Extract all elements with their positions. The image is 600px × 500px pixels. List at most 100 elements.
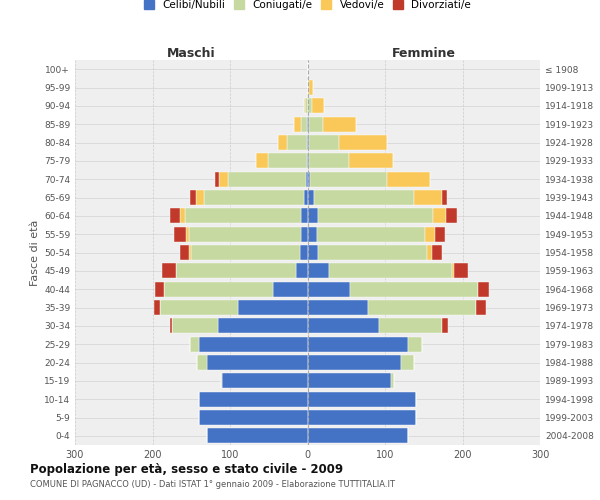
Bar — [308, 116, 309, 132]
Bar — [207, 428, 308, 444]
Bar — [432, 245, 442, 260]
Bar — [256, 154, 268, 168]
Bar — [308, 245, 319, 260]
Bar — [222, 374, 308, 388]
Bar — [268, 154, 307, 168]
Bar — [308, 190, 314, 205]
Bar — [219, 172, 229, 186]
Bar — [442, 190, 447, 205]
Bar — [427, 245, 432, 260]
Bar — [368, 300, 476, 315]
Bar — [218, 318, 308, 334]
Bar — [287, 135, 307, 150]
Bar — [307, 135, 308, 150]
Bar — [190, 336, 199, 351]
Bar — [308, 318, 379, 334]
Bar — [301, 116, 307, 132]
Bar — [433, 208, 446, 224]
Bar — [323, 116, 356, 132]
Bar — [308, 300, 368, 315]
Bar — [176, 264, 296, 278]
Bar — [207, 355, 308, 370]
Bar — [454, 264, 468, 278]
Bar — [197, 355, 207, 370]
Bar — [308, 80, 309, 95]
Bar — [391, 374, 394, 388]
Bar — [308, 282, 350, 296]
Bar — [478, 282, 489, 296]
Bar — [196, 190, 203, 205]
Bar — [312, 98, 324, 114]
Bar — [319, 208, 433, 224]
Bar — [278, 135, 287, 150]
Text: COMUNE DI PAGNACCO (UD) - Dati ISTAT 1° gennaio 2009 - Elaborazione TUTTITALIA.I: COMUNE DI PAGNACCO (UD) - Dati ISTAT 1° … — [30, 480, 395, 489]
Bar — [221, 374, 222, 388]
Bar — [309, 116, 323, 132]
Bar — [162, 264, 176, 278]
Bar — [415, 190, 442, 205]
Bar — [295, 116, 301, 132]
Bar — [307, 154, 308, 168]
Bar — [434, 226, 445, 242]
Bar — [238, 300, 308, 315]
Bar — [329, 264, 452, 278]
Bar — [308, 264, 329, 278]
Bar — [349, 154, 393, 168]
Bar — [338, 135, 386, 150]
Bar — [310, 172, 388, 186]
Bar — [350, 282, 478, 296]
Bar — [319, 245, 427, 260]
Bar — [191, 245, 300, 260]
Bar — [172, 318, 218, 334]
Bar — [379, 318, 442, 334]
Bar — [425, 226, 434, 242]
Bar — [199, 410, 308, 425]
Bar — [199, 336, 308, 351]
Bar — [170, 208, 179, 224]
Bar — [189, 245, 191, 260]
Bar — [296, 264, 308, 278]
Bar — [164, 282, 272, 296]
Y-axis label: Fasce di età: Fasce di età — [30, 220, 40, 286]
Bar — [309, 154, 349, 168]
Bar — [170, 318, 172, 334]
Bar — [189, 226, 301, 242]
Bar — [309, 80, 313, 95]
Bar — [160, 300, 238, 315]
Bar — [203, 190, 304, 205]
Bar — [309, 135, 338, 150]
Bar — [308, 226, 317, 242]
Bar — [401, 355, 415, 370]
Bar — [314, 190, 415, 205]
Bar — [272, 282, 308, 296]
Bar — [215, 172, 219, 186]
Bar — [300, 245, 308, 260]
Bar — [388, 172, 430, 186]
Bar — [308, 208, 319, 224]
Bar — [304, 98, 305, 114]
Bar — [308, 374, 391, 388]
Bar — [199, 392, 308, 406]
Bar — [305, 98, 308, 114]
Text: Maschi: Maschi — [167, 47, 215, 60]
Bar — [317, 226, 425, 242]
Bar — [308, 154, 309, 168]
Bar — [179, 208, 185, 224]
Bar — [154, 300, 160, 315]
Bar — [308, 410, 416, 425]
Bar — [308, 355, 401, 370]
Bar — [308, 135, 309, 150]
Bar — [408, 336, 422, 351]
Bar — [442, 318, 448, 334]
Bar — [229, 172, 306, 186]
Bar — [301, 226, 308, 242]
Bar — [190, 190, 196, 205]
Bar — [308, 98, 312, 114]
Bar — [308, 392, 416, 406]
Bar — [308, 336, 408, 351]
Bar — [155, 282, 164, 296]
Bar — [174, 226, 186, 242]
Bar — [446, 208, 457, 224]
Bar — [179, 245, 189, 260]
Text: Popolazione per età, sesso e stato civile - 2009: Popolazione per età, sesso e stato civil… — [30, 462, 343, 475]
